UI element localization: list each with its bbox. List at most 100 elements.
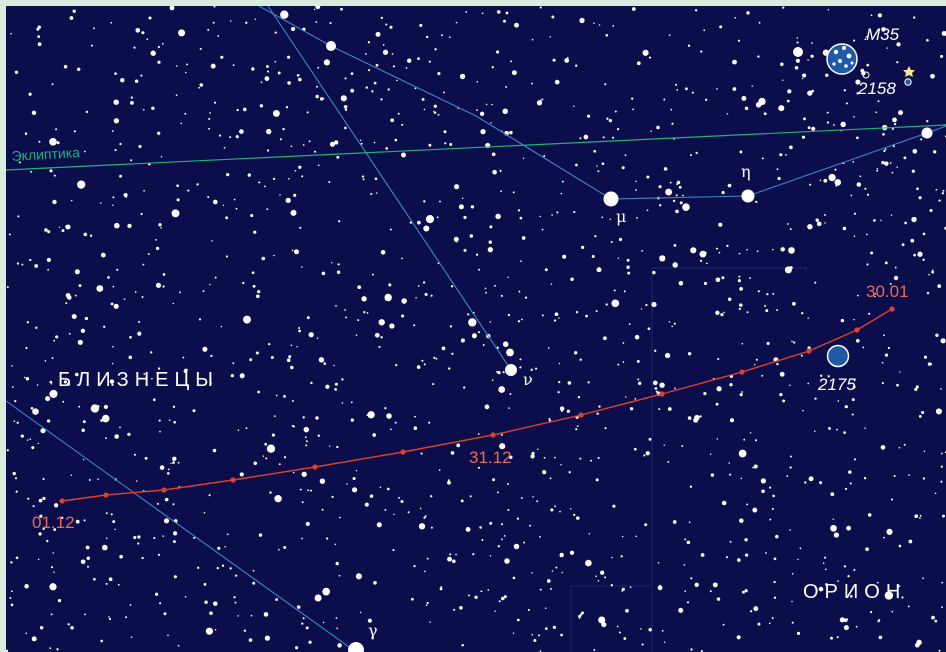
cluster-star: [832, 62, 836, 66]
field-star: [640, 628, 642, 630]
field-star: [134, 79, 139, 83]
field-star: [28, 92, 32, 96]
field-star: [626, 258, 630, 262]
field-star: [500, 190, 502, 192]
field-star: [870, 611, 873, 614]
field-star: [365, 53, 367, 55]
field-star: [830, 636, 833, 640]
cluster-star: [833, 49, 839, 55]
field-star: [288, 355, 292, 359]
field-star: [893, 474, 896, 478]
field-star: [37, 558, 40, 561]
field-star: [274, 31, 277, 34]
field-star: [715, 402, 719, 406]
field-star: [58, 226, 61, 229]
field-star: [294, 169, 297, 172]
field-star: [257, 390, 260, 394]
field-star: [683, 564, 686, 566]
field-star: [554, 79, 560, 85]
star-bright: [326, 41, 336, 51]
label-eta: η: [741, 162, 751, 181]
field-star: [694, 582, 699, 587]
field-star: [517, 209, 521, 212]
field-star: [142, 263, 145, 266]
field-star: [197, 566, 200, 569]
field-star: [271, 433, 275, 437]
field-star: [325, 384, 330, 389]
field-star: [636, 359, 640, 363]
field-star: [336, 155, 340, 159]
field-star: [728, 462, 730, 464]
field-star: [530, 454, 535, 459]
field-star: [127, 223, 132, 229]
field-star: [280, 10, 289, 19]
field-star: [661, 629, 664, 632]
field-star: [694, 9, 698, 12]
field-star: [913, 253, 916, 257]
field-star: [935, 333, 939, 337]
field-star: [884, 353, 889, 357]
field-star: [807, 126, 811, 130]
field-star: [481, 12, 484, 15]
field-star: [395, 363, 398, 367]
field-star: [303, 426, 310, 433]
field-star: [616, 625, 619, 628]
field-star: [755, 358, 758, 361]
field-star: [753, 364, 756, 366]
field-star: [593, 649, 596, 651]
field-star: [448, 36, 451, 39]
field-star: [119, 554, 123, 559]
field-star: [620, 555, 623, 558]
field-star: [749, 432, 752, 434]
field-star: [69, 16, 74, 20]
field-star: [249, 358, 253, 362]
field-star: [456, 443, 461, 448]
field-star: [251, 67, 255, 71]
field-star: [322, 621, 325, 624]
field-star: [610, 241, 613, 243]
field-star: [537, 634, 541, 637]
field-star: [791, 600, 793, 603]
field-star: [892, 145, 895, 148]
star-mu: [603, 191, 619, 207]
field-star: [362, 178, 365, 181]
field-star: [113, 99, 119, 105]
field-star: [85, 110, 89, 114]
field-star: [512, 632, 515, 634]
field-star: [884, 591, 894, 600]
field-star: [570, 277, 574, 282]
field-star: [650, 130, 652, 133]
field-star: [568, 471, 571, 474]
field-star: [920, 138, 923, 141]
field-star: [93, 577, 96, 581]
field-star: [83, 150, 86, 153]
field-star: [392, 65, 395, 68]
field-star: [116, 268, 119, 271]
field-star: [651, 301, 657, 308]
field-star: [293, 193, 297, 197]
field-star: [264, 442, 268, 446]
field-star: [405, 67, 408, 69]
field-star: [758, 21, 761, 24]
field-star: [53, 528, 57, 531]
field-star: [141, 296, 144, 298]
field-star: [757, 290, 760, 293]
field-star: [82, 458, 85, 461]
field-star: [706, 262, 708, 265]
field-star: [883, 536, 885, 539]
field-star: [423, 516, 426, 519]
field-star: [258, 181, 261, 184]
field-star: [559, 552, 564, 558]
field-star: [520, 496, 523, 499]
field-star: [659, 204, 662, 207]
field-star: [186, 63, 189, 66]
field-star: [652, 380, 658, 386]
field-star: [101, 414, 110, 423]
field-star: [178, 29, 186, 37]
field-star: [370, 192, 373, 196]
field-star: [574, 351, 578, 355]
field-star: [628, 323, 631, 325]
field-star: [940, 452, 943, 455]
field-star: [809, 183, 812, 186]
field-star: [14, 70, 19, 74]
